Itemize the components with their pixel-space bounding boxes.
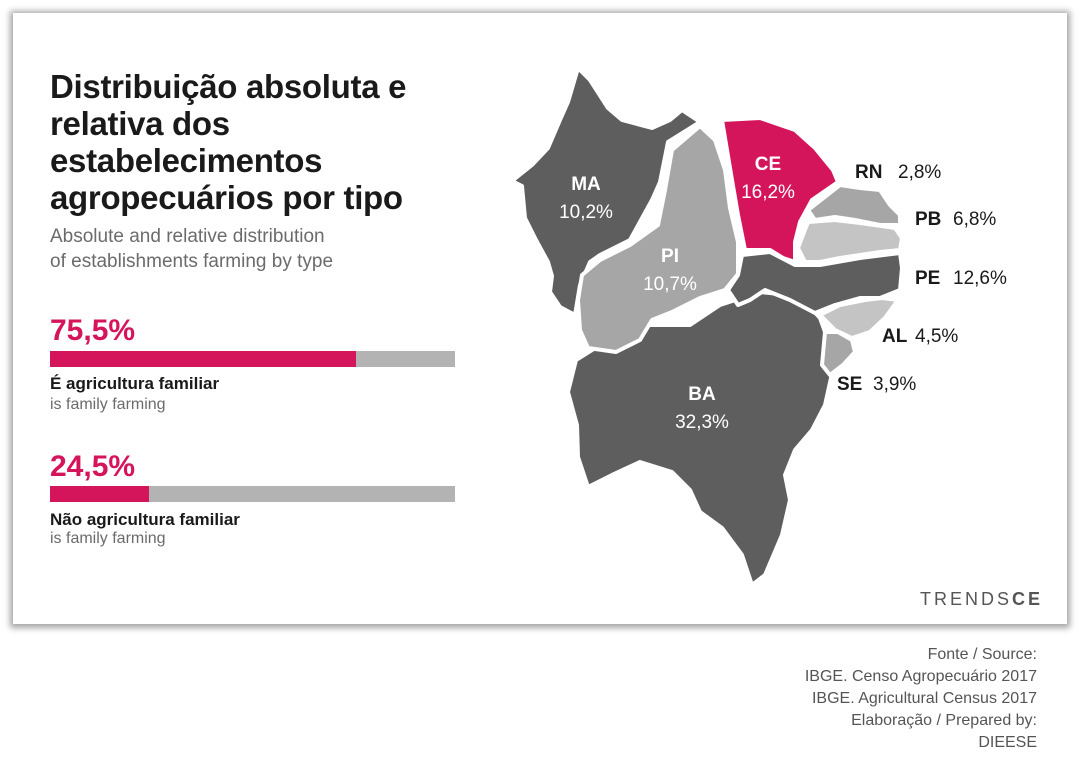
chart-subtitle: Absolute and relative distribution of es… [50,224,450,274]
subtitle-line-2: of establishments farming by type [50,251,334,272]
infographic-card [13,13,1067,624]
label-rn-code: RN [855,162,882,183]
label-ce-code: CE [755,154,781,175]
non-family-farming-bar-fill [50,486,150,502]
non-family-farming-percent: 24,5% [50,450,136,483]
family-farming-label: É agricultura familiar [50,374,220,393]
label-ma-value: 10,2% [559,202,613,223]
source-line-3: IBGE. Agricultural Census 2017 [811,690,1037,707]
family-farming-sublabel: is family farming [50,396,166,413]
family-farming-percent: 75,5% [50,314,136,347]
brand-part-2: CE [1012,589,1044,609]
trendsce-logo: TRENDSCE [920,589,1043,610]
label-pi-value: 10,7% [643,274,697,295]
state-ce [720,116,840,264]
label-pe-value: 12,6% [953,268,1007,289]
subtitle-line-1: Absolute and relative distribution [50,226,325,247]
non-family-farming-label: Não agricultura familiar [50,510,240,529]
state-pi [576,124,740,354]
label-al-code: AL [882,326,908,347]
label-ba-value: 32,3% [675,412,729,433]
label-al-value: 4,5% [915,326,958,347]
label-rn-value: 2,8% [898,162,941,183]
brand-part-1: TRENDS [920,589,1013,609]
label-se-code: SE [837,374,862,395]
family-farming-bar [50,351,455,367]
state-pe [726,250,904,315]
label-ce-value: 16,2% [741,182,795,203]
label-ma-code: MA [571,174,601,195]
label-pb-value: 6,8% [953,209,996,230]
source-line-1: Fonte / Source: [927,646,1037,663]
source-line-5: DIEESE [978,734,1037,751]
family-farming-bar-fill [50,351,356,367]
label-ba-code: BA [688,384,716,405]
label-se-value: 3,9% [873,374,916,395]
state-se [820,330,857,377]
non-family-farming-sublabel: is family farming [50,530,166,547]
source-note: Fonte / Source: IBGE. Censo Agropecuário… [717,644,1037,754]
state-rn [806,183,902,227]
label-pi-code: PI [661,246,679,267]
state-pb [796,218,904,264]
label-pb-code: PB [915,209,941,230]
source-line-4: Elaboração / Prepared by: [851,712,1037,729]
label-pe-code: PE [915,268,940,289]
non-family-farming-bar [50,486,455,502]
chart-title: Distribuição absoluta e relativa dos est… [50,68,407,216]
source-line-2: IBGE. Censo Agropecuário 2017 [804,668,1037,685]
